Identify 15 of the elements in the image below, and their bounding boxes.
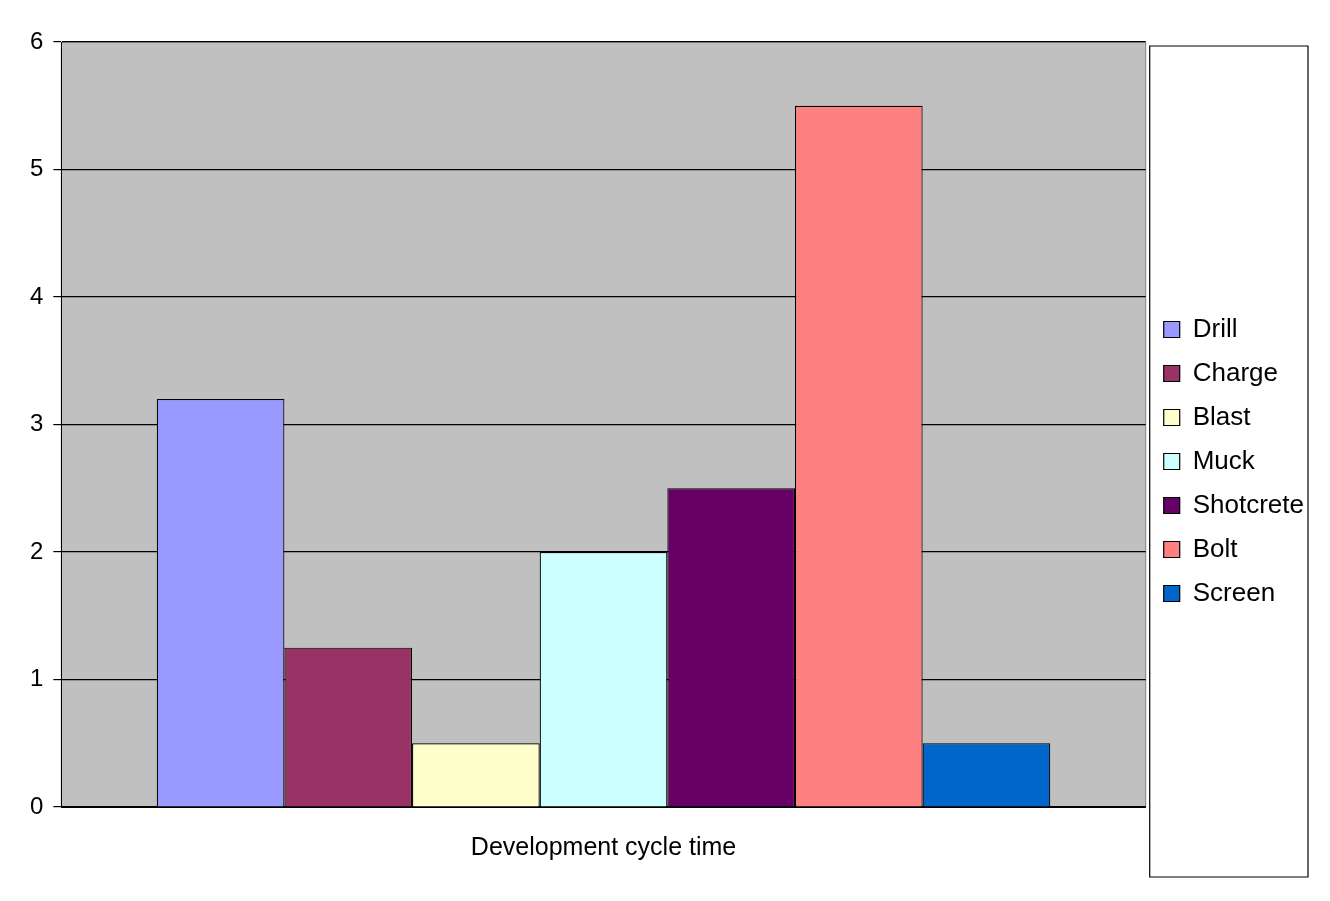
y-tick-label: 0	[29, 791, 44, 819]
y-tick-label: 4	[29, 281, 44, 309]
y-tick-label: 1	[29, 664, 44, 692]
legend-label: Muck	[1192, 444, 1256, 475]
y-tick-label: 5	[29, 154, 44, 182]
y-tick-label: 3	[29, 409, 44, 437]
legend-label: Charge	[1192, 356, 1278, 387]
legend-label: Drill	[1192, 312, 1238, 343]
legend-label: Shotcrete	[1192, 488, 1305, 519]
x-tick-label: Development cycle time	[470, 831, 737, 860]
legend-label: Bolt	[1192, 532, 1239, 563]
legend-label: Blast	[1192, 400, 1252, 431]
y-tick-label: 6	[29, 26, 44, 54]
legend-label: Screen	[1192, 576, 1276, 607]
y-tick-label: 2	[29, 536, 44, 564]
